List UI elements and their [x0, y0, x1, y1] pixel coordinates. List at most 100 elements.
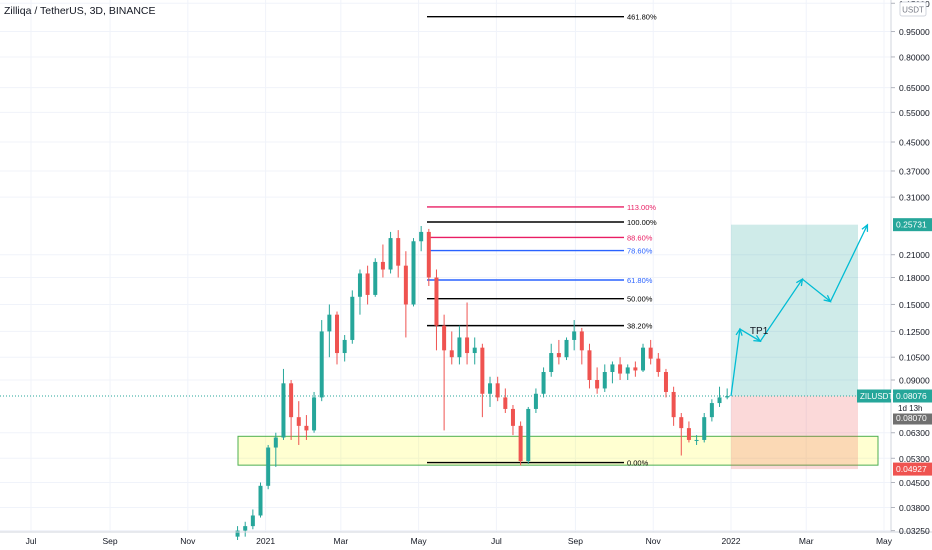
fib-label: 0.00% — [627, 459, 649, 468]
symbol-tag-box — [857, 389, 891, 403]
x-tick-label: Sep — [568, 536, 583, 546]
candle-down — [465, 302, 470, 365]
candle-down — [510, 404, 515, 436]
candle-body — [327, 314, 332, 332]
fib-label: 113.00% — [627, 203, 656, 212]
y-tick-label: 0.12500 — [899, 327, 930, 337]
candle-up — [472, 337, 477, 365]
candle-body — [526, 408, 531, 462]
y-tick-label: 0.65000 — [899, 83, 930, 93]
fib-label: 78.60% — [627, 247, 653, 256]
x-tick-label: Jul — [26, 536, 37, 546]
candle-down — [304, 415, 309, 440]
stop-zone — [731, 396, 858, 470]
y-tick-label: 0.05300 — [899, 454, 930, 464]
candle-up — [625, 364, 630, 380]
candle-body — [335, 314, 340, 354]
candle-down — [518, 421, 523, 466]
candle-body — [357, 273, 362, 297]
candle-body — [717, 397, 722, 404]
candle-down — [686, 421, 691, 443]
projection-arrowhead — [861, 223, 869, 232]
candle-body — [541, 372, 546, 394]
candle-body — [549, 353, 554, 373]
candle-down — [595, 367, 600, 394]
candle-body — [663, 372, 668, 392]
x-tick-label: Jul — [491, 536, 502, 546]
price-label-text: 0.08076 — [896, 391, 927, 401]
candle-body — [709, 403, 714, 418]
candle-down — [663, 368, 668, 398]
candle-up — [533, 388, 538, 413]
candle-body — [258, 485, 263, 516]
candle-up — [419, 226, 424, 252]
candle-body — [296, 417, 301, 426]
projection-arrowhead — [753, 335, 762, 342]
fib-label: 61.80% — [627, 276, 653, 285]
candle-up — [411, 238, 416, 307]
x-tick-label: May — [411, 536, 428, 546]
price-label-box — [893, 411, 932, 425]
candle-up — [526, 406, 531, 464]
candle-body — [266, 447, 271, 486]
candle-up — [702, 412, 707, 443]
candle-body — [312, 397, 317, 431]
candle-body — [380, 261, 385, 270]
price-label-text: 0.25731 — [896, 220, 927, 230]
candle-down — [671, 386, 676, 426]
currency-badge[interactable]: USDT — [899, 1, 927, 17]
projection-line — [730, 224, 869, 397]
candle-body — [403, 265, 408, 305]
projection-arrowhead — [796, 277, 804, 287]
candle-body — [319, 331, 324, 398]
candle-down — [556, 339, 561, 365]
y-tick-label: 0.31000 — [899, 193, 930, 203]
candle-up — [319, 320, 324, 402]
candle-up — [350, 290, 355, 344]
candle-up — [281, 368, 286, 440]
candle-body — [373, 261, 378, 295]
candle-body — [426, 231, 431, 278]
price-axis[interactable]: 1.150000.950000.800000.650000.550000.450… — [891, 0, 930, 536]
candle-body — [656, 358, 661, 373]
support-zone — [237, 435, 879, 466]
candle-up — [235, 526, 240, 540]
candle-body — [235, 530, 240, 537]
candle-body — [488, 383, 493, 394]
candle-down — [480, 343, 485, 418]
candle-body — [503, 397, 508, 409]
y-tick-label: 0.55000 — [899, 108, 930, 118]
candle-down — [426, 228, 431, 286]
candle-body — [595, 379, 600, 389]
symbol-tag-text: ZILUSDT — [860, 392, 893, 401]
projection-arrowhead — [823, 294, 832, 303]
candle-down — [335, 311, 340, 365]
candle-body — [602, 372, 607, 389]
candle-body — [725, 396, 730, 398]
price-label-box — [893, 389, 932, 403]
drawings: 461.80% 113.00% 100.00% 88.60% 78.60% 61.80% 5… — [0, 13, 891, 470]
candle-body — [480, 347, 485, 394]
candle-body — [342, 339, 347, 354]
candle-body — [572, 331, 577, 340]
candle-up — [641, 343, 646, 373]
candle-body — [564, 339, 569, 358]
candle-body — [388, 238, 393, 270]
candle-body — [587, 350, 592, 380]
time-axis[interactable]: Jul Sep Nov 2021 Mar May Jul Sep Nov 2022 Mar May — [26, 536, 893, 546]
candle-body — [702, 417, 707, 440]
x-tick-label: 2022 — [722, 536, 741, 546]
candle-down — [679, 412, 684, 456]
candle-down — [579, 327, 584, 365]
candle-body — [396, 238, 401, 266]
candle-body — [243, 526, 248, 531]
candle-down — [289, 379, 294, 440]
candle-up — [243, 521, 248, 537]
chart-title: Zilliqa / TetherUS, 3D, BINANCE — [4, 5, 156, 17]
candle-up — [457, 325, 462, 365]
candle-up — [709, 399, 714, 422]
candle-body — [625, 367, 630, 374]
candle-up — [564, 337, 569, 361]
candle-body — [457, 337, 462, 358]
